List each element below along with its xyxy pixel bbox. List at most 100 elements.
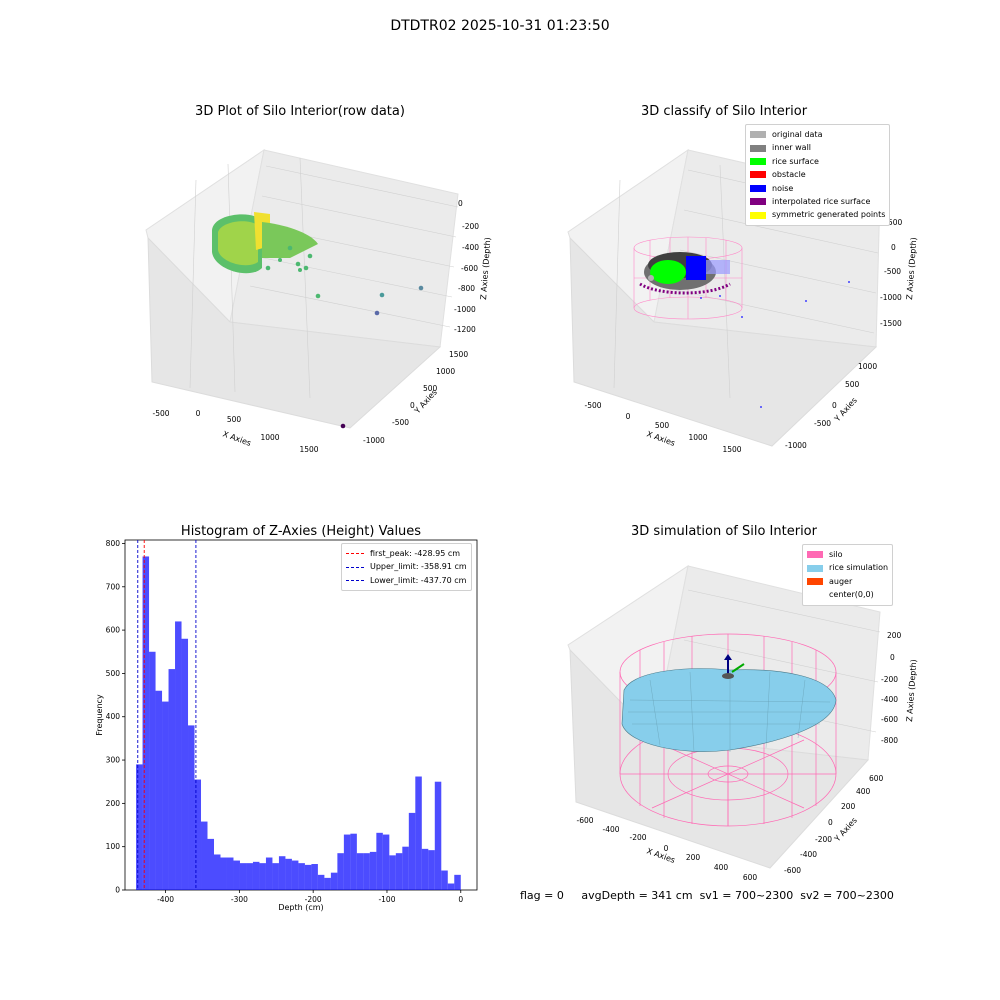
status-sv1: sv1 = 700~2300 xyxy=(699,889,794,902)
raw-y-tick: -500 xyxy=(392,418,409,427)
legend-swatch xyxy=(807,551,823,559)
figure-title: DTDTR02 2025-10-31 01:23:50 xyxy=(390,18,610,34)
sim-z-tick: -200 xyxy=(881,675,898,684)
histogram-bars xyxy=(136,556,461,890)
sim-y-tick: -400 xyxy=(800,850,817,859)
classify-x-tick: 1000 xyxy=(688,433,707,442)
legend-swatch xyxy=(750,211,766,219)
histogram-bar xyxy=(389,855,396,890)
sim-y-tick: 200 xyxy=(841,802,856,811)
classify-x-tick: 0 xyxy=(626,412,631,421)
sim-x-tick: -400 xyxy=(602,825,619,834)
legend-swatch xyxy=(750,171,766,179)
sim-y-tick: 0 xyxy=(828,818,833,827)
legend-label: inner wall xyxy=(772,143,812,153)
histogram-bar xyxy=(285,858,292,890)
histogram-bar xyxy=(149,651,156,890)
raw-z-label: Z Axies (Depth) xyxy=(479,237,492,300)
classify-y-tick: 1000 xyxy=(858,362,877,371)
simulation-3d-axes xyxy=(567,564,881,869)
classify-x-tick: 1500 xyxy=(722,445,741,454)
legend-entry: first_peak: -428.95 cm xyxy=(346,547,467,560)
legend-label: symmetric generated points xyxy=(772,210,886,220)
raw-3d-axes xyxy=(145,148,459,429)
legend-entry: interpolated rice surface xyxy=(750,195,885,208)
histogram-reference-lines xyxy=(137,540,197,890)
sim-z-label: Z Axies (Depth) xyxy=(905,659,918,722)
legend-swatch xyxy=(750,144,766,152)
status-avg-depth: avgDepth = 341 cm xyxy=(581,889,693,902)
raw-x-tick: 1500 xyxy=(299,445,318,454)
legend-entry: rice simulation xyxy=(807,561,888,574)
status-flag: flag = 0 xyxy=(520,889,564,902)
raw-y-tick: 1000 xyxy=(436,367,455,376)
histogram-bar xyxy=(363,853,370,890)
raw-panel-title: 3D Plot of Silo Interior(row data) xyxy=(195,104,405,119)
histogram-bar xyxy=(434,781,442,890)
histogram-bar xyxy=(415,776,422,890)
raw-x-tick: 500 xyxy=(227,415,242,424)
classify-z-label: Z Axies (Depth) xyxy=(905,237,918,300)
raw-z-tick: -800 xyxy=(458,284,475,293)
histogram-bar xyxy=(168,669,176,890)
classify-y-tick: 0 xyxy=(832,401,837,410)
histogram-bar xyxy=(175,621,182,890)
sim-x-label: X Axies xyxy=(645,846,676,865)
raw-x-tick: 0 xyxy=(196,409,201,418)
histogram-bar xyxy=(142,556,150,890)
y-tick-label: 400 xyxy=(106,712,121,721)
raw-z-tick: 0 xyxy=(458,199,463,208)
x-tick-label: 0 xyxy=(458,895,463,904)
y-tick-label: 800 xyxy=(106,539,121,548)
legend-entry: obstacle xyxy=(750,168,885,181)
classify-z-tick: 500 xyxy=(888,218,903,227)
status-sv2: sv2 = 700~2300 xyxy=(800,889,894,902)
histogram-bar xyxy=(330,872,338,890)
x-tick-label: -200 xyxy=(305,895,322,904)
histogram-bar xyxy=(213,854,221,890)
histogram-bar xyxy=(447,883,455,890)
legend-label: rice simulation xyxy=(829,563,889,573)
classify-z-tick: -1000 xyxy=(880,293,902,302)
histogram-bar xyxy=(441,870,448,890)
legend-swatch xyxy=(807,564,823,572)
sim-y-tick: 400 xyxy=(856,787,871,796)
auger-marker xyxy=(722,654,745,679)
sim-x-tick: 0 xyxy=(664,844,669,853)
legend-label: center(0,0) xyxy=(829,590,874,600)
histogram-bar xyxy=(304,864,312,890)
histogram-bar xyxy=(201,821,208,890)
sim-z-tick: -600 xyxy=(881,715,898,724)
histogram-x-label: Depth (cm) xyxy=(278,903,323,912)
legend-entry: inner wall xyxy=(750,141,885,154)
legend-entry: original data xyxy=(750,128,885,141)
x-tick-label: -100 xyxy=(378,895,395,904)
histogram-bar xyxy=(311,864,318,890)
y-tick-label: 200 xyxy=(106,799,121,808)
histogram-bar xyxy=(408,812,416,890)
legend-entry: auger xyxy=(807,575,888,588)
histogram-bar xyxy=(376,832,383,890)
sim-z-tick: 0 xyxy=(890,653,895,662)
raw-y-tick: 500 xyxy=(423,384,438,393)
classify-y-tick: 500 xyxy=(845,380,860,389)
histogram-bar xyxy=(233,860,240,890)
legend-swatch xyxy=(750,198,766,206)
classify-x-tick: 500 xyxy=(655,421,670,430)
legend-line xyxy=(346,580,364,582)
classify-z-tick: 0 xyxy=(891,243,896,252)
legend-entry: silo xyxy=(807,548,888,561)
histogram-bar xyxy=(136,764,143,890)
legend-label: first_peak: -428.95 cm xyxy=(370,549,461,558)
raw-axis-ticks: -500 0 500 1000 1500 X Axies -1000 -500 … xyxy=(152,199,492,454)
classify-x-label: X Axies xyxy=(645,429,676,448)
classify-panel-title: 3D classify of Silo Interior xyxy=(640,104,808,119)
histogram-bar xyxy=(207,838,214,890)
histogram-bar xyxy=(162,701,169,890)
legend-line xyxy=(346,553,364,555)
histogram-bar xyxy=(252,861,260,890)
histogram-bar xyxy=(194,779,202,890)
histogram-bar xyxy=(324,877,331,890)
legend-swatch xyxy=(807,578,823,586)
histogram-bar xyxy=(343,834,351,890)
